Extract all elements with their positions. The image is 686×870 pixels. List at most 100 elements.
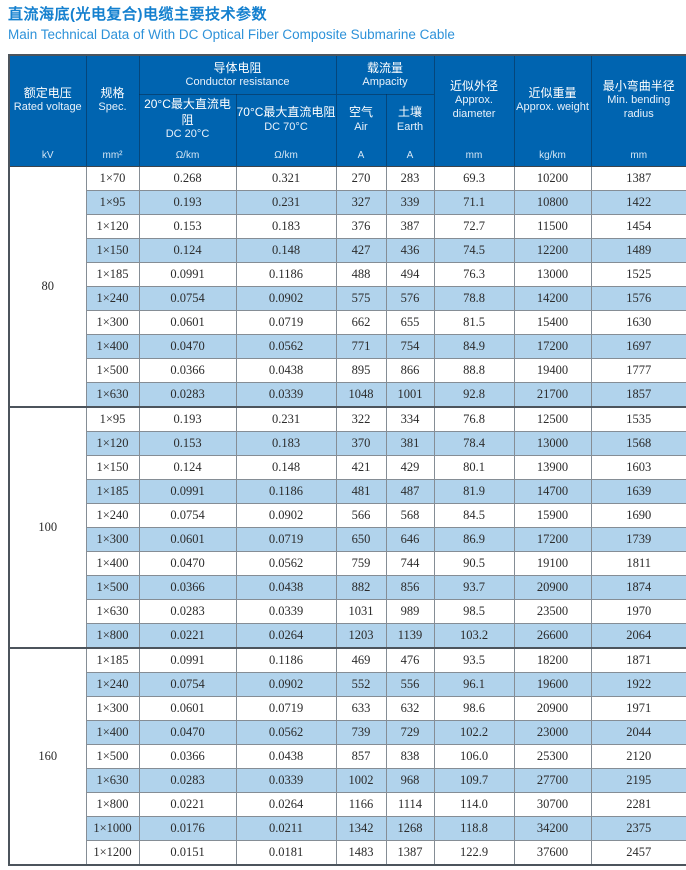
header-spec-en: Spec. — [98, 101, 127, 114]
table-row: 1×240 0.0754 0.0902 566 568 84.5 15900 1690 — [9, 503, 686, 529]
table-row: 1×1200 0.0151 0.0181 1483 1387 122.9 37600 2457 — [9, 840, 686, 866]
cell-air: 481 — [335, 479, 387, 505]
table-row: 1×240 0.0754 0.0902 552 556 96.1 19600 1922 — [9, 672, 686, 698]
cell-weight: 20900 — [513, 696, 592, 722]
cell-radius: 1874 — [590, 575, 686, 601]
cell-radius: 1387 — [590, 166, 686, 192]
cell-diameter: 81.9 — [433, 479, 515, 505]
cell-spec: 1×300 — [85, 696, 140, 722]
cell-dc70: 0.0719 — [235, 310, 337, 336]
cell-spec: 1×800 — [85, 792, 140, 818]
cell-earth: 487 — [385, 479, 435, 505]
table-row: 1×1000 0.0176 0.0211 1342 1268 118.8 34200 2375 — [9, 816, 686, 842]
cell-dc70: 0.0438 — [235, 575, 337, 601]
header-dc20-en: DC 20°C — [165, 128, 210, 141]
cell-air: 566 — [335, 503, 387, 529]
cell-air: 488 — [335, 262, 387, 288]
cell-dc70: 0.0339 — [235, 768, 337, 794]
cell-earth: 838 — [385, 744, 435, 770]
cell-radius: 1639 — [590, 479, 686, 505]
cell-radius: 1454 — [590, 214, 686, 240]
header-approx-weight-zh: 近似重量 — [528, 85, 577, 100]
cell-diameter: 90.5 — [433, 551, 515, 577]
cell-spec: 1×1000 — [85, 816, 140, 842]
cell-weight: 17200 — [513, 334, 592, 360]
cell-dc70: 0.231 — [235, 190, 337, 216]
cell-radius: 1568 — [590, 431, 686, 457]
cell-diameter: 80.1 — [433, 455, 515, 481]
cell-radius: 1697 — [590, 334, 686, 360]
cell-dc20: 0.0601 — [138, 310, 237, 336]
header-approx-diameter: 近似外径 Approx. diameter — [433, 55, 515, 145]
unit-approx-diameter: mm — [433, 144, 515, 168]
unit-rated-voltage: kV — [8, 144, 86, 168]
table-row: 1×185 0.0991 0.1186 481 487 81.9 14700 1639 — [9, 479, 686, 505]
cell-radius: 1690 — [590, 503, 686, 529]
table-row: 1×400 0.0470 0.0562 739 729 102.2 23000 2044 — [9, 720, 686, 746]
cell-dc20: 0.0470 — [138, 551, 237, 577]
cell-earth: 646 — [385, 527, 435, 553]
cell-diameter: 86.9 — [433, 527, 515, 553]
cell-earth: 754 — [385, 334, 435, 360]
header-dc70: 70°C最大直流电阻 DC 70°C — [235, 94, 337, 145]
voltage-group-cell: 100 — [8, 406, 87, 649]
header-dc70-en: DC 70°C — [264, 120, 308, 133]
header-ampacity-en: Ampacity — [362, 76, 408, 89]
cell-air: 1342 — [335, 816, 387, 842]
unit-dc20: Ω/km — [138, 144, 236, 168]
cell-spec: 1×400 — [85, 334, 140, 360]
cell-diameter: 84.9 — [433, 334, 515, 360]
cell-diameter: 102.2 — [433, 720, 515, 746]
cell-earth: 655 — [385, 310, 435, 336]
cell-diameter: 98.5 — [433, 599, 515, 625]
cell-spec: 1×500 — [85, 744, 140, 770]
cell-diameter: 71.1 — [433, 190, 515, 216]
cell-earth: 568 — [385, 503, 435, 529]
cell-radius: 1739 — [590, 527, 686, 553]
cell-weight: 20900 — [513, 575, 592, 601]
cell-air: 469 — [335, 647, 387, 674]
cell-air: 322 — [335, 406, 387, 433]
cell-diameter: 98.6 — [433, 696, 515, 722]
cell-dc20: 0.0470 — [138, 334, 237, 360]
cell-dc70: 0.0562 — [235, 551, 337, 577]
header-rated-voltage-en: Rated voltage — [13, 101, 82, 114]
header-earth-zh: 土壤 — [398, 105, 423, 120]
cell-dc20: 0.193 — [138, 190, 237, 216]
header-dc20: 20°C最大直流电阻 DC 20°C — [138, 94, 236, 145]
cell-weight: 27700 — [513, 768, 592, 794]
cell-weight: 30700 — [513, 792, 592, 818]
cell-radius: 2457 — [590, 840, 686, 866]
cell-air: 1203 — [335, 623, 387, 649]
header-min-bending-radius-zh: 最小弯曲半径 — [602, 78, 675, 93]
cell-diameter: 69.3 — [433, 166, 515, 192]
cell-weight: 19600 — [513, 672, 592, 698]
cell-dc70: 0.0438 — [235, 358, 337, 384]
header-air: 空气 Air — [335, 94, 387, 145]
cell-dc70: 0.321 — [235, 166, 337, 192]
cell-dc20: 0.0366 — [138, 575, 237, 601]
cell-spec: 1×120 — [85, 431, 140, 457]
cell-dc20: 0.0991 — [138, 479, 237, 505]
cell-air: 895 — [335, 358, 387, 384]
cell-dc20: 0.153 — [138, 431, 237, 457]
cell-air: 575 — [335, 286, 387, 312]
cell-diameter: 72.7 — [433, 214, 515, 240]
cell-earth: 334 — [385, 406, 435, 433]
cell-dc20: 0.0283 — [138, 599, 237, 625]
cell-weight: 19400 — [513, 358, 592, 384]
table-row: 1×120 0.153 0.183 376 387 72.7 11500 1454 — [9, 214, 686, 240]
table-row: 1×300 0.0601 0.0719 662 655 81.5 15400 1630 — [9, 310, 686, 336]
header-ampacity-zh: 载流量 — [367, 60, 404, 75]
cell-weight: 37600 — [513, 840, 592, 866]
cell-spec: 1×240 — [85, 672, 140, 698]
cell-weight: 23000 — [513, 720, 592, 746]
cell-diameter: 109.7 — [433, 768, 515, 794]
cell-dc20: 0.0470 — [138, 720, 237, 746]
cell-spec: 1×70 — [85, 166, 140, 192]
cell-dc70: 0.0339 — [235, 599, 337, 625]
cell-dc20: 0.0991 — [138, 262, 237, 288]
cell-spec: 1×150 — [85, 238, 140, 264]
cell-weight: 19100 — [513, 551, 592, 577]
cell-dc70: 0.148 — [235, 455, 337, 481]
